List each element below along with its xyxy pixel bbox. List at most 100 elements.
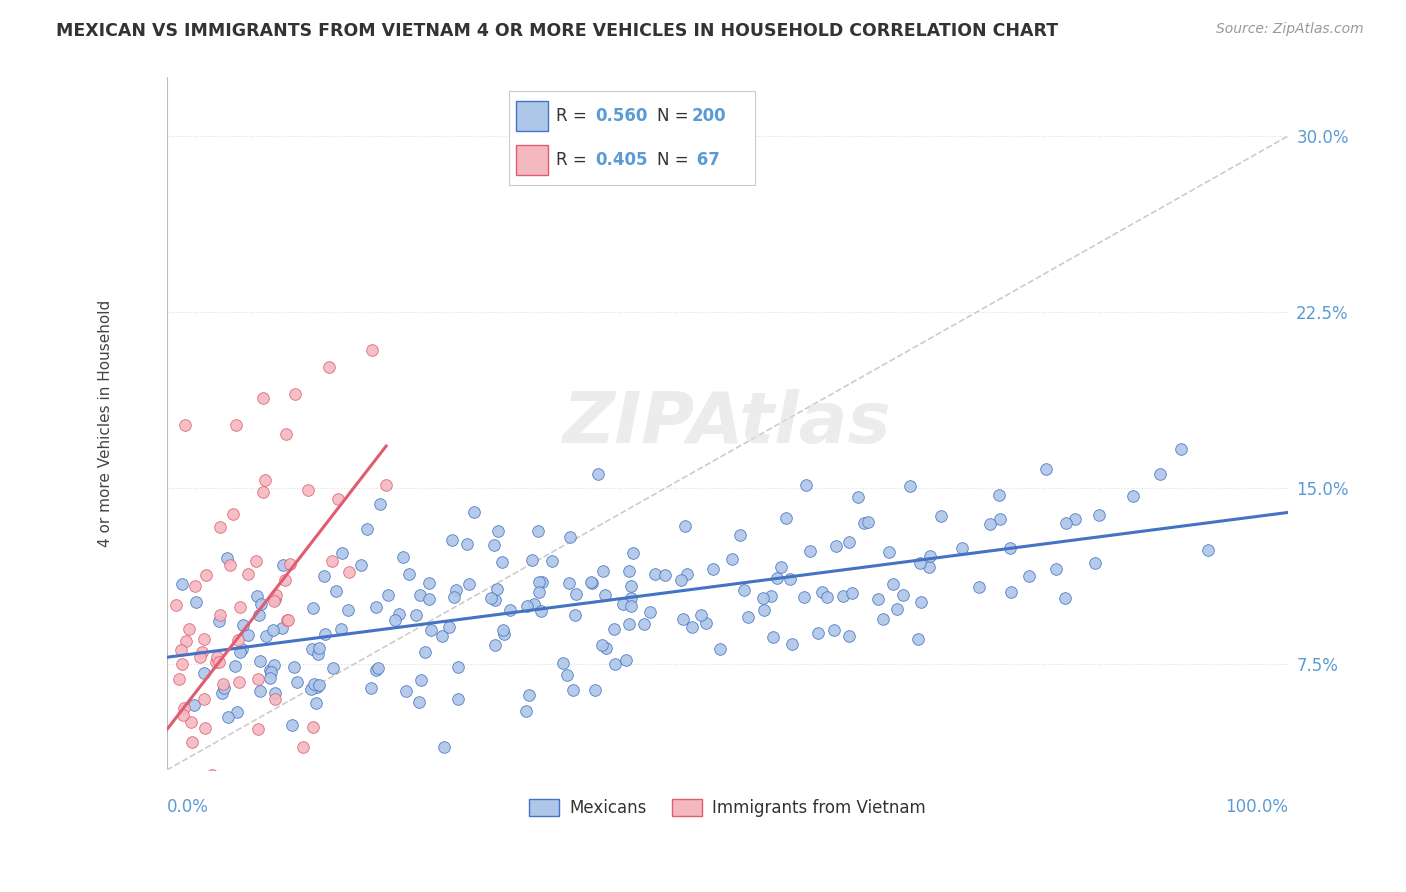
Point (1064, 512, 1087, 526)
Point (917, 560, 939, 574)
Point (392, 550, 415, 565)
Point (281, 717, 304, 731)
Point (302, 720, 325, 734)
Point (212, 681, 235, 695)
Point (702, 561, 724, 575)
Point (882, 577, 904, 591)
Point (846, 490, 869, 504)
Point (979, 517, 1001, 532)
Point (297, 483, 319, 497)
Point (619, 599, 641, 613)
Point (301, 641, 323, 656)
Point (322, 660, 344, 674)
Point (229, 645, 252, 659)
Legend: Mexicans, Immigrants from Vietnam: Mexicans, Immigrants from Vietnam (523, 792, 932, 824)
Point (530, 604, 553, 618)
Point (398, 567, 420, 582)
Point (262, 623, 284, 637)
Point (769, 560, 792, 574)
Point (236, 628, 259, 642)
Point (695, 615, 717, 630)
Point (228, 675, 250, 690)
Point (307, 647, 329, 661)
Point (264, 686, 287, 700)
Point (456, 537, 478, 551)
Point (249, 683, 271, 698)
Point (418, 575, 440, 590)
Point (291, 739, 314, 754)
Point (482, 538, 505, 552)
Point (214, 778, 236, 792)
Point (231, 617, 253, 632)
Point (204, 655, 226, 669)
Point (305, 697, 328, 711)
Point (586, 467, 609, 481)
Text: 100.0%: 100.0% (1225, 798, 1288, 816)
Point (263, 658, 285, 673)
Point (308, 678, 330, 692)
Point (375, 477, 398, 491)
Point (886, 602, 908, 616)
Point (388, 607, 411, 622)
Point (1149, 467, 1171, 481)
Point (1045, 562, 1067, 576)
Point (832, 590, 855, 604)
Point (799, 544, 821, 558)
Point (250, 597, 273, 611)
Point (644, 567, 666, 582)
Point (170, 577, 193, 591)
Point (433, 739, 456, 754)
Point (183, 698, 205, 712)
Point (394, 684, 416, 698)
Point (1197, 542, 1219, 557)
Point (430, 629, 453, 643)
Point (277, 613, 299, 627)
Point (172, 657, 194, 671)
Point (494, 627, 516, 641)
Point (762, 630, 785, 644)
Point (673, 518, 696, 533)
Point (595, 640, 617, 655)
Point (583, 683, 606, 698)
Point (326, 492, 349, 507)
Point (486, 524, 509, 538)
Point (561, 683, 583, 698)
Point (640, 605, 662, 619)
Point (212, 676, 235, 690)
Point (751, 591, 773, 605)
Point (592, 564, 614, 578)
Point (226, 705, 249, 719)
Point (838, 629, 860, 643)
Point (299, 681, 322, 696)
Point (499, 603, 522, 617)
Point (249, 654, 271, 668)
Point (437, 620, 460, 634)
Point (523, 597, 546, 611)
Point (779, 572, 801, 586)
Point (541, 554, 564, 568)
Point (224, 658, 246, 673)
Point (689, 607, 711, 622)
Point (259, 671, 281, 685)
Point (443, 590, 465, 604)
Point (173, 700, 195, 714)
Point (761, 590, 783, 604)
Point (998, 541, 1021, 555)
Point (877, 545, 900, 559)
Point (910, 595, 932, 609)
Point (838, 534, 860, 549)
Point (186, 833, 208, 847)
Point (201, 833, 224, 847)
Point (368, 497, 391, 511)
Point (564, 587, 586, 601)
Point (252, 484, 274, 499)
Point (304, 677, 326, 691)
Point (444, 582, 467, 597)
Point (264, 588, 287, 602)
Point (617, 617, 640, 632)
Point (356, 522, 378, 536)
Point (184, 595, 207, 609)
Point (247, 608, 270, 623)
Point (810, 585, 832, 599)
Point (246, 722, 269, 736)
